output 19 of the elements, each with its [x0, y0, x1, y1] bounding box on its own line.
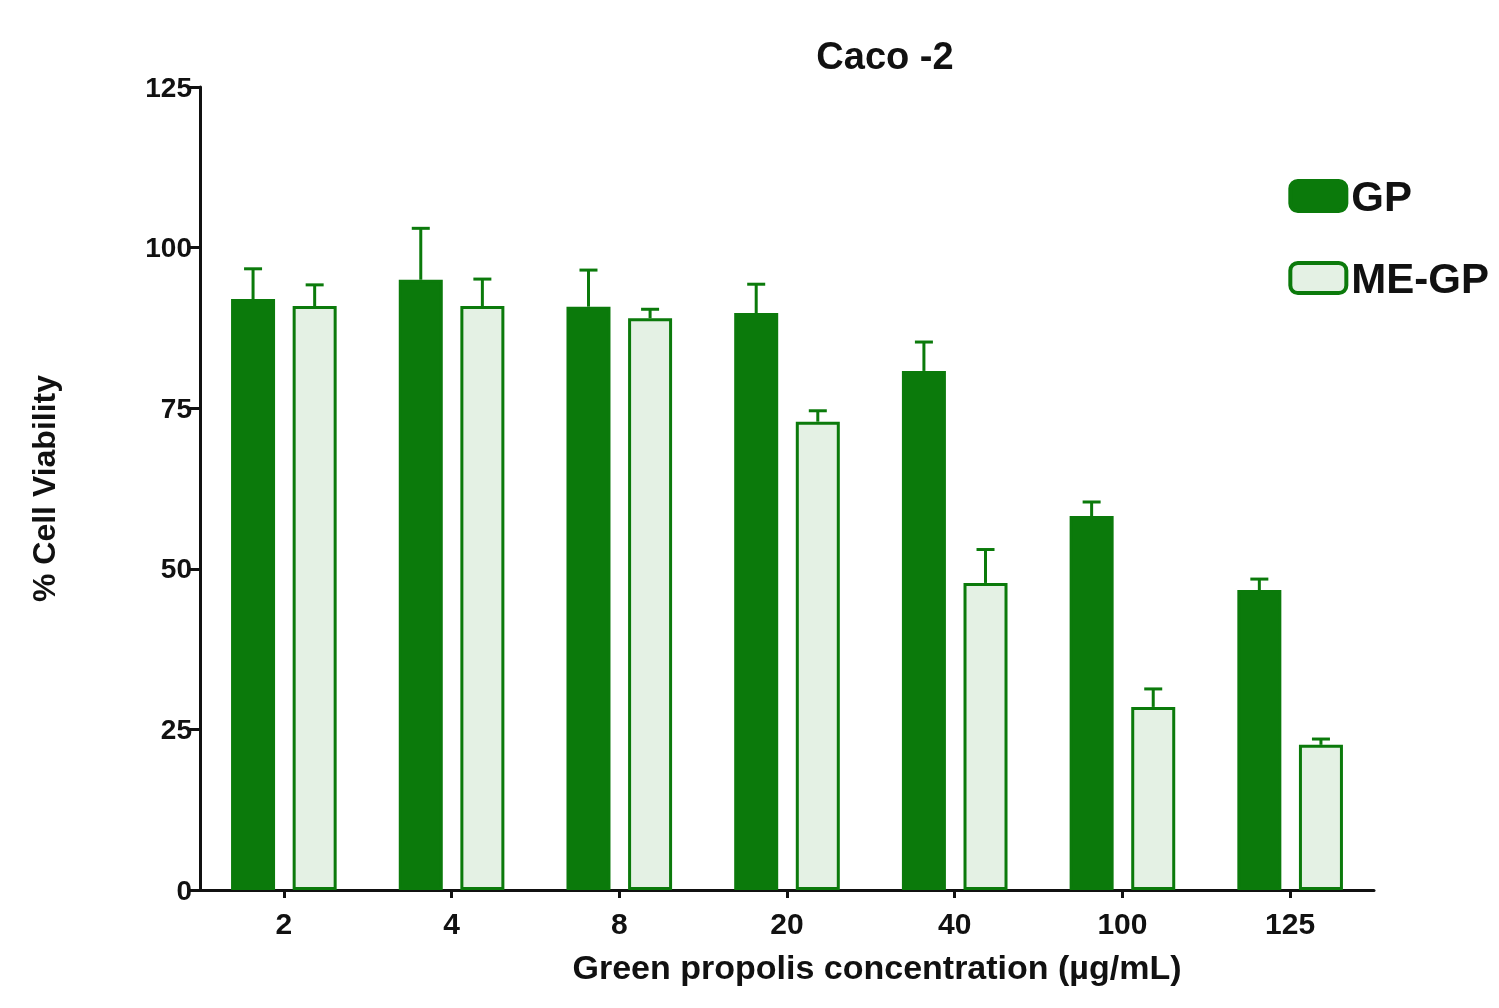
y-axis-title: % Cell Viability [26, 374, 62, 603]
y-tick-label: 100 [145, 232, 192, 264]
x-tick-label: 40 [938, 906, 972, 940]
x-tick-label: 125 [1265, 906, 1316, 940]
legend-label: GP [1351, 172, 1413, 220]
chart-title: Caco -2 [816, 35, 954, 77]
x-tick-label: 4 [443, 906, 461, 940]
bar [1298, 744, 1343, 890]
x-tick-label: 8 [610, 906, 628, 940]
legend-label: ME-GP [1351, 254, 1489, 302]
y-tick-label: 0 [176, 874, 192, 906]
x-tick-label: 100 [1097, 906, 1148, 940]
x-axis-title: Green propolis concentration (µg/mL) [572, 948, 1182, 986]
x-tick-label: 2 [275, 906, 293, 940]
y-tick-label: 75 [160, 392, 192, 424]
x-tick-label: 20 [770, 906, 804, 940]
y-tick-label: 25 [160, 713, 192, 745]
y-tick-label: 125 [145, 71, 192, 103]
y-tick-label: 50 [160, 553, 192, 585]
